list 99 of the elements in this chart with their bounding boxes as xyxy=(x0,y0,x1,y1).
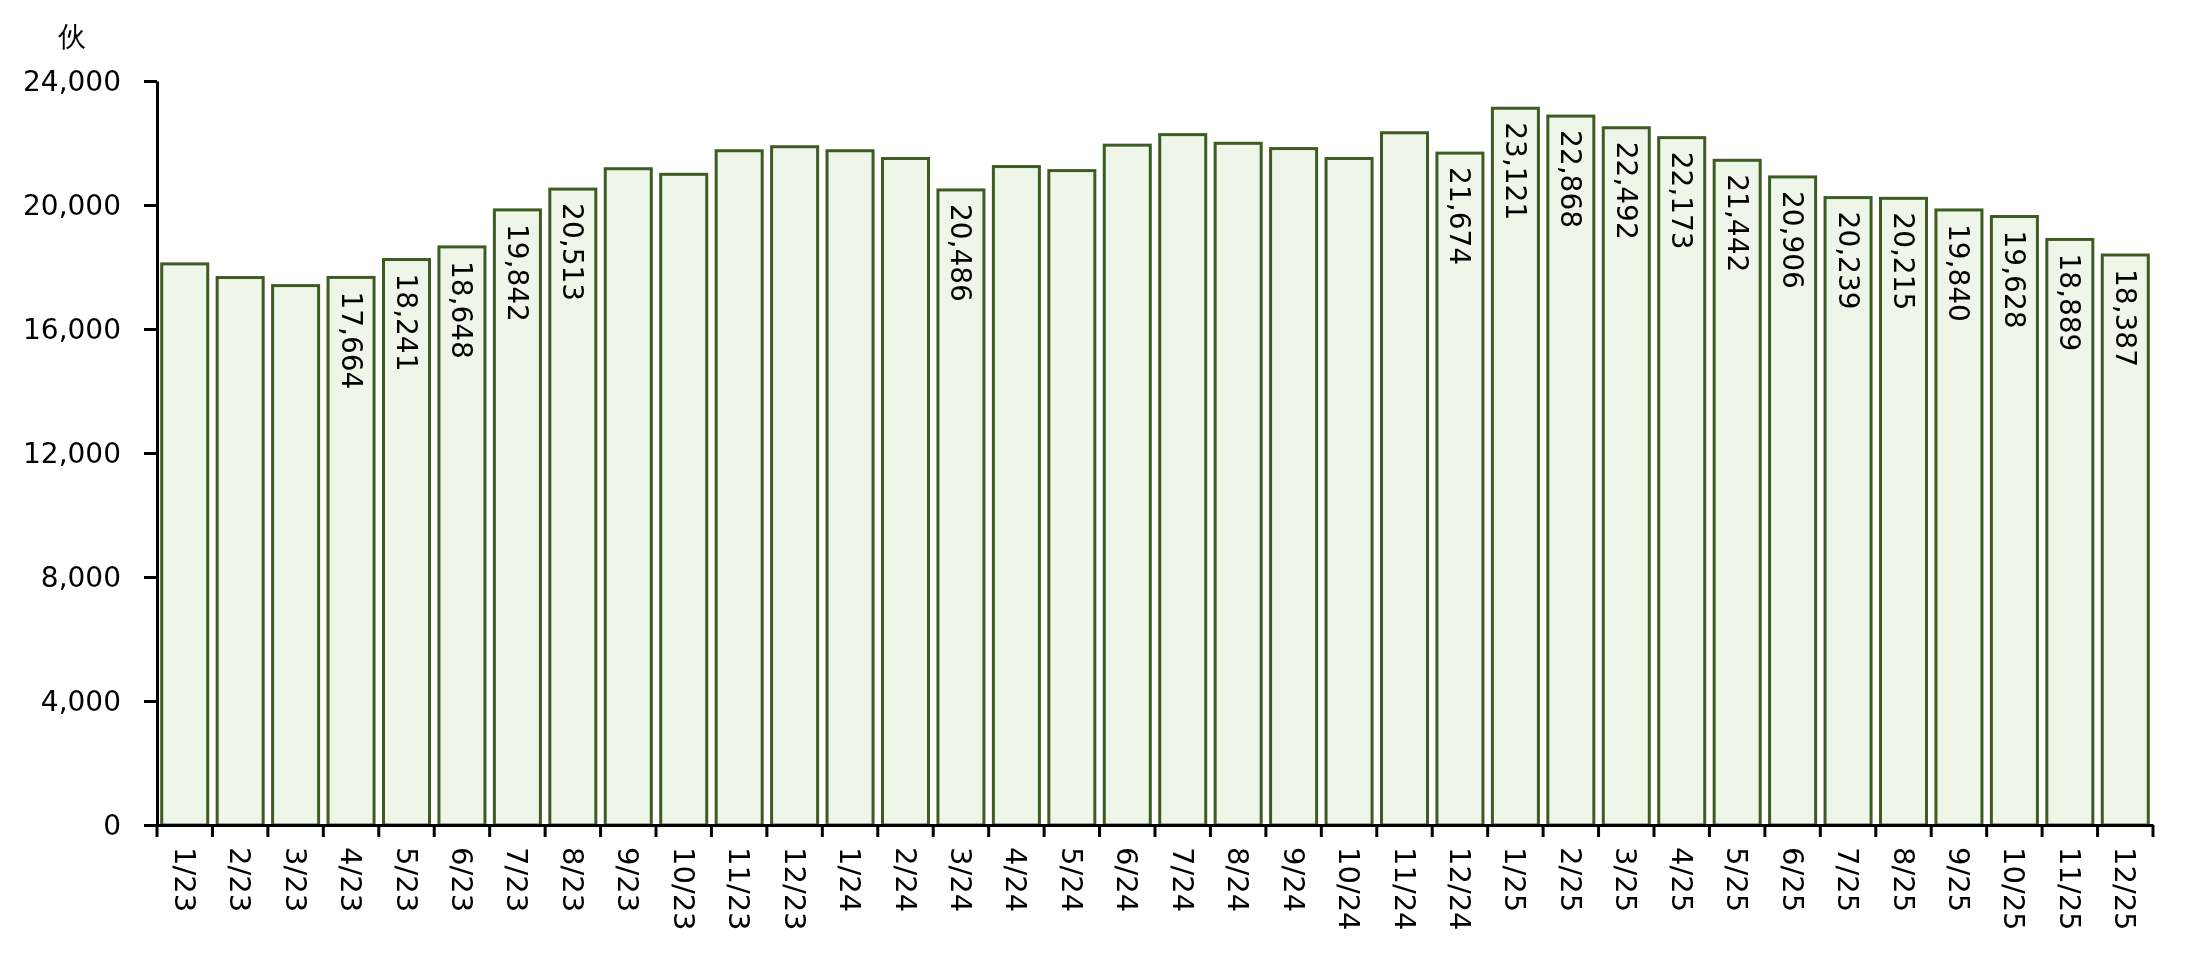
data-label: 17,664 xyxy=(334,291,368,390)
bar xyxy=(2100,253,2150,827)
bar xyxy=(1435,151,1485,827)
data-label: 22,868 xyxy=(1554,130,1588,229)
data-label: 20,486 xyxy=(944,203,978,302)
data-label: 20,215 xyxy=(1887,212,1920,311)
bar xyxy=(1213,141,1263,827)
x-tick-label: 6/23 xyxy=(444,847,479,913)
x-tick-label: 3/25 xyxy=(1609,847,1644,913)
bar xyxy=(1878,196,1929,827)
x-tick-label: 6/25 xyxy=(1775,847,1810,913)
bar xyxy=(1823,196,1873,827)
bar xyxy=(492,208,542,827)
x-tick-label: 10/25 xyxy=(1997,847,2032,931)
bar xyxy=(271,284,321,827)
bar xyxy=(160,262,210,827)
data-label: 20,906 xyxy=(1776,190,1810,289)
data-label: 18,387 xyxy=(2108,269,2142,367)
bar xyxy=(1102,143,1152,827)
bar xyxy=(1047,169,1097,827)
data-label: 20,513 xyxy=(556,203,590,302)
bar xyxy=(1712,158,1762,827)
x-tick-label: 2/24 xyxy=(888,847,923,913)
bar xyxy=(1269,147,1319,827)
bar xyxy=(1601,126,1651,827)
x-tick-label: 1/24 xyxy=(833,847,868,913)
x-tick-label: 12/24 xyxy=(1442,847,1477,931)
x-tick-label: 4/25 xyxy=(1664,847,1699,913)
x-tick-label: 1/25 xyxy=(1498,847,1533,913)
bar xyxy=(437,245,487,827)
data-label: 18,889 xyxy=(2053,253,2087,352)
bar xyxy=(714,149,764,827)
x-tick-label: 4/23 xyxy=(334,847,369,913)
x-tick-label: 9/23 xyxy=(611,847,646,913)
bar xyxy=(326,275,376,827)
bar xyxy=(1989,215,2039,827)
data-label: 22,492 xyxy=(1609,141,1643,240)
data-label: 19,842 xyxy=(500,223,534,322)
bar xyxy=(548,187,598,827)
bar xyxy=(659,172,709,827)
bar xyxy=(1546,114,1596,827)
x-tick-label: 8/24 xyxy=(1221,847,1256,913)
y-tick-label: 0 xyxy=(103,809,121,842)
x-tick-label: 5/24 xyxy=(1054,847,1089,913)
y-tick-label: 16,000 xyxy=(23,313,121,346)
x-tick-label: 11/24 xyxy=(1387,847,1422,931)
data-label: 19,628 xyxy=(1997,230,2031,329)
data-label: 21,674 xyxy=(1443,167,1477,266)
bar xyxy=(825,149,875,827)
x-tick-label: 12/23 xyxy=(777,847,812,931)
bar xyxy=(936,188,986,827)
x-tick-label: 2/25 xyxy=(1553,847,1588,913)
y-tick-label: 24,000 xyxy=(23,65,121,98)
x-tick-label: 12/25 xyxy=(2108,847,2143,931)
bar xyxy=(1324,157,1374,827)
x-tick-label: 7/25 xyxy=(1831,847,1866,913)
data-label: 18,241 xyxy=(390,273,423,372)
y-axis-title: 伙 xyxy=(58,19,86,53)
data-label: 21,442 xyxy=(1720,174,1754,273)
data-label: 23,121 xyxy=(1498,122,1532,221)
y-tick-label: 12,000 xyxy=(23,437,121,470)
bar xyxy=(215,276,265,827)
x-tick-label: 9/25 xyxy=(1941,847,1976,913)
bar xyxy=(1490,106,1540,827)
bar xyxy=(1379,131,1430,827)
data-label: 22,173 xyxy=(1665,151,1699,250)
x-tick-label: 6/24 xyxy=(1110,847,1145,913)
bar xyxy=(991,165,1041,827)
y-tick-label: 4,000 xyxy=(40,685,121,718)
x-tick-label: 9/24 xyxy=(1276,847,1311,913)
x-tick-label: 8/23 xyxy=(555,847,590,913)
x-tick-label: 7/24 xyxy=(1165,847,1200,913)
bar xyxy=(603,167,653,827)
x-tick-label: 10/24 xyxy=(1332,847,1367,931)
bar xyxy=(1768,175,1818,827)
x-tick-label: 3/24 xyxy=(943,847,978,913)
x-tick-label: 5/25 xyxy=(1720,847,1755,913)
bar xyxy=(880,157,931,827)
data-label: 20,239 xyxy=(1831,211,1865,310)
bar xyxy=(770,145,820,827)
y-tick-label: 20,000 xyxy=(23,189,121,222)
x-tick-label: 2/23 xyxy=(223,847,258,913)
x-tick-label: 4/24 xyxy=(999,847,1034,913)
bar xyxy=(1158,133,1208,827)
data-label: 18,648 xyxy=(445,260,479,359)
x-tick-label: 3/23 xyxy=(278,847,313,913)
x-tick-label: 11/23 xyxy=(722,847,757,931)
bar xyxy=(1934,208,1984,827)
bar xyxy=(2045,237,2095,827)
x-tick-label: 11/25 xyxy=(2052,847,2087,931)
bar xyxy=(381,258,432,827)
x-tick-label: 7/23 xyxy=(500,847,535,913)
x-tick-label: 1/23 xyxy=(167,847,202,913)
x-tick-label: 10/23 xyxy=(666,847,701,931)
x-tick-label: 5/23 xyxy=(389,847,424,913)
y-tick-label: 8,000 xyxy=(40,561,121,594)
bar xyxy=(1657,136,1707,827)
data-label: 19,840 xyxy=(1942,223,1976,322)
x-tick-label: 8/25 xyxy=(1886,847,1921,913)
